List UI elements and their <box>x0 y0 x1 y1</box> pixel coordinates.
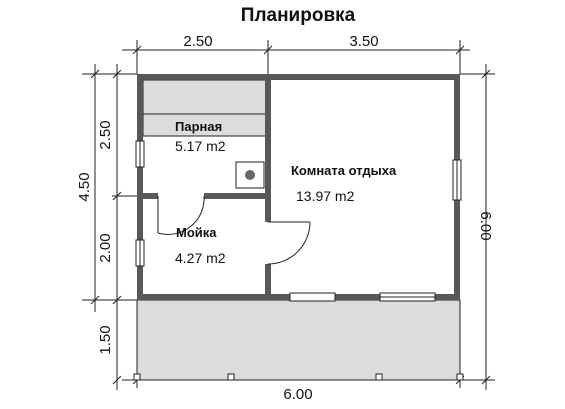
room-area-washroom: 4.27 m2 <box>175 250 226 266</box>
room-area-rest-room: 13.97 m2 <box>296 188 355 204</box>
dim-top-right: 3.50 <box>349 33 378 50</box>
dim-left-inner-top: 2.50 <box>97 120 114 149</box>
entrance-doorway <box>290 293 335 301</box>
window-rest-room-bottom <box>380 293 435 301</box>
terrace-post <box>228 374 234 380</box>
plan-title: Планировка <box>241 5 356 26</box>
dim-left-inner-bottom: 1.50 <box>97 325 114 354</box>
dim-top-left: 2.50 <box>183 33 212 50</box>
left-inner-dimension <box>112 64 137 390</box>
terrace-post <box>457 374 463 380</box>
dim-bottom: 6.00 <box>283 386 312 403</box>
room-name-rest-room: Комната отдыха <box>291 163 397 178</box>
room-area-steam-room: 5.17 m2 <box>175 138 226 154</box>
window-washroom <box>136 240 144 266</box>
room-name-steam-room: Парная <box>175 119 222 134</box>
terrace-post <box>376 374 382 380</box>
dim-left-outer: 4.50 <box>76 172 93 201</box>
stove <box>236 162 264 188</box>
window-rest-room-right <box>453 160 461 200</box>
dim-left-inner-middle: 2.00 <box>97 233 114 262</box>
dim-right: 6.00 <box>477 211 494 240</box>
top-dimension <box>122 40 470 74</box>
window-steam-room <box>136 141 144 167</box>
room-name-washroom: Мойка <box>176 225 217 240</box>
terrace-post <box>134 374 140 380</box>
door-washroom <box>268 222 310 264</box>
terrace <box>137 300 460 380</box>
